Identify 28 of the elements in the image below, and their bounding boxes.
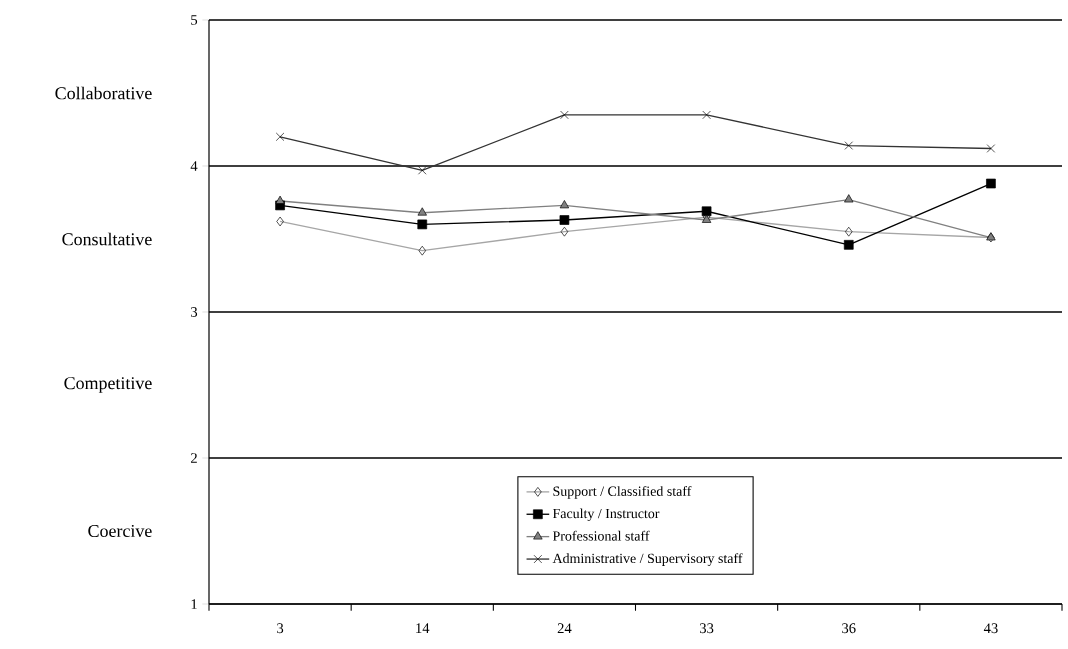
point — [559, 215, 570, 225]
x-tick-label: 3 — [277, 623, 284, 634]
text: Consultative — [62, 232, 152, 246]
point — [844, 194, 854, 203]
x-tick-label: 33 — [699, 623, 714, 634]
legend-label: Support / Classified staff — [553, 485, 692, 499]
legend-label: Faculty / Instructor — [552, 508, 660, 522]
y-tick-label: 5 — [191, 15, 198, 25]
text: Collaborative — [55, 86, 152, 100]
point — [701, 206, 712, 217]
legend-label: Administrative / Supervisory staff — [552, 553, 743, 566]
x-tick-label: 43 — [983, 623, 998, 634]
text: Competitive — [64, 377, 152, 393]
legend-label: Professional staff — [552, 530, 650, 541]
y-tick-label: 4 — [190, 161, 198, 171]
point — [417, 219, 428, 230]
x-tick-label: 36 — [842, 623, 856, 634]
x-tick-label: 14 — [416, 623, 430, 633]
point — [275, 195, 285, 204]
text: Coercive — [88, 524, 152, 538]
y-tick-label: 3 — [191, 307, 198, 317]
point — [986, 178, 996, 189]
point — [843, 240, 854, 250]
point — [417, 207, 427, 216]
x-tick-label: 24 — [557, 623, 572, 633]
point — [559, 200, 570, 209]
y-tick-label: 1 — [191, 599, 197, 609]
y-tick-label: 2 — [191, 453, 197, 463]
